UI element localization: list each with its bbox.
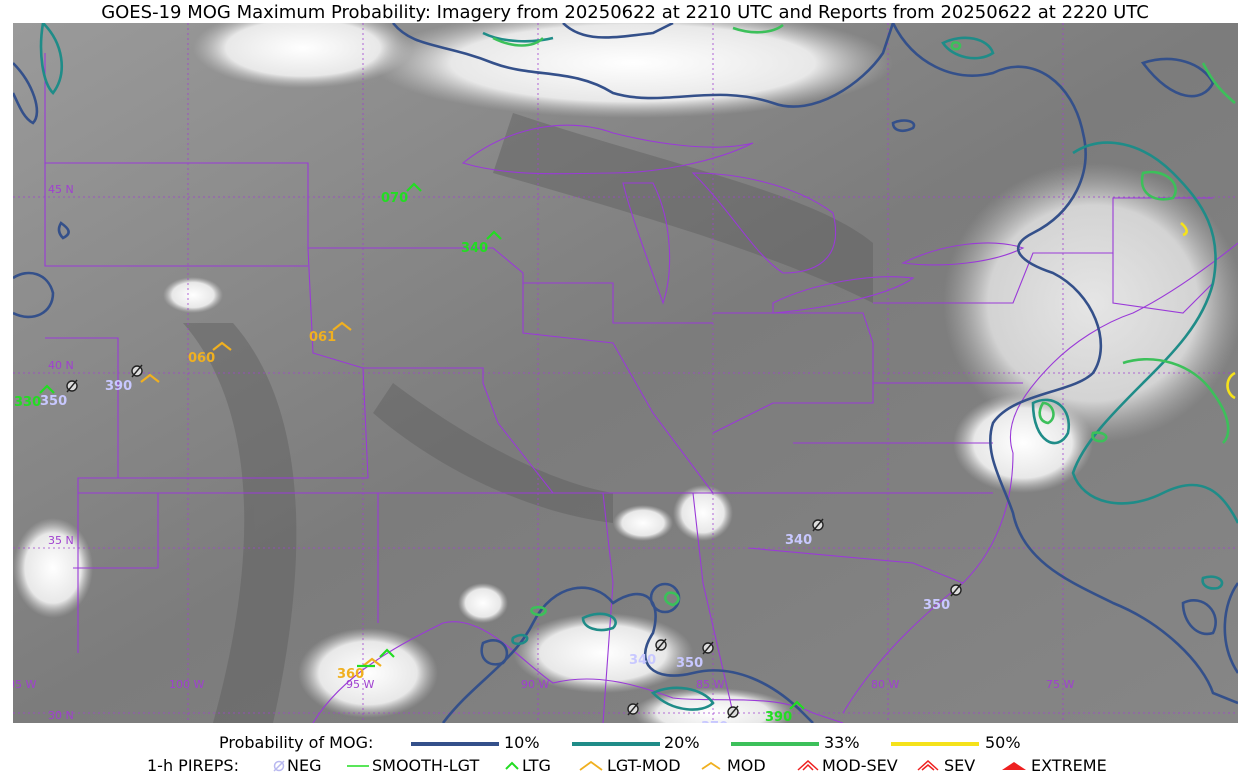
ltg-icon — [789, 700, 805, 710]
pirep-label: 070 — [381, 191, 409, 206]
mod-icon — [212, 341, 232, 351]
mod-icon — [701, 761, 721, 770]
clouds — [13, 23, 1238, 723]
lon-label: 80 W — [871, 678, 900, 691]
pirep-label: 060 — [188, 351, 216, 366]
mod-icon — [362, 657, 382, 667]
legend-lgt-mod: LGT-MOD — [607, 756, 681, 775]
legend-line-50 — [891, 742, 979, 746]
lgt-mod-icon — [579, 760, 603, 771]
lat-label: 45 N — [48, 183, 74, 196]
pirep-label: 330 — [14, 395, 42, 410]
graticule — [13, 23, 1238, 723]
lon-label: 100 W — [169, 678, 205, 691]
mog-50pct-contours — [1180, 222, 1236, 400]
legend-ltg: LTG — [522, 756, 551, 775]
state-boundaries — [44, 53, 1238, 723]
sev-icon — [917, 759, 939, 771]
pirep-label: 390 — [105, 379, 133, 394]
map-layers — [13, 23, 1238, 723]
lon-label: 95 W — [346, 678, 375, 691]
pirep-label: 370 — [701, 720, 728, 723]
pirep-legend-icons — [273, 759, 1026, 772]
pirep-label: 340 — [461, 241, 489, 256]
lat-label: 35 N — [48, 534, 74, 547]
lon-label: 85 W — [696, 678, 725, 691]
lat-label: 30 N — [48, 709, 74, 722]
satellite-map: 45 N 40 N 35 N 30 N 105 W 100 W 95 W 90 … — [13, 23, 1238, 723]
neg-icon — [273, 760, 285, 772]
pirep-label: 340 — [785, 533, 813, 548]
legend-label-10: 10% — [504, 733, 540, 752]
ltg-icon — [379, 648, 395, 658]
vapor-bands — [183, 113, 873, 723]
mog-10pct-contours — [13, 23, 1238, 723]
prob-legend-label: Probability of MOG: — [219, 733, 374, 752]
ltg-icon — [39, 384, 55, 394]
mod-sev-icon — [797, 759, 819, 771]
mod-icon — [332, 321, 352, 331]
pirep-label: 390 — [765, 710, 793, 723]
legend-extreme: EXTREME — [1031, 756, 1107, 775]
legend-line-33 — [731, 742, 819, 746]
legend-mod-sev: MOD-SEV — [822, 756, 898, 775]
ltg-icon — [486, 230, 502, 240]
pirep-label: 350 — [40, 394, 68, 409]
legend-neg: NEG — [287, 756, 322, 775]
pirep-legend-label: 1-h PIREPS: — [147, 756, 239, 775]
mog-20pct-contours — [39, 23, 1238, 711]
ltg-icon — [406, 182, 422, 192]
mog-33pct-contours — [492, 23, 1236, 617]
pirep-symbols — [39, 182, 962, 719]
legend-sev: SEV — [944, 756, 976, 775]
pirep-label: 061 — [309, 330, 337, 345]
legend-smooth-lgt: SMOOTH-LGT — [372, 756, 480, 775]
mod-icon — [140, 373, 160, 383]
extreme-icon — [1002, 762, 1026, 770]
pirep-label: 350 — [676, 656, 704, 671]
pirep-label: 360 — [337, 667, 365, 682]
legend-label-50: 50% — [985, 733, 1021, 752]
neg-icon — [66, 364, 962, 719]
ltg-icon — [505, 761, 519, 770]
pirep-label: 350 — [923, 598, 951, 613]
lon-label: 105 W — [13, 678, 37, 691]
pirep-label: 340 — [629, 653, 657, 668]
legend-mod: MOD — [727, 756, 766, 775]
lat-label: 40 N — [48, 359, 74, 372]
lon-label: 90 W — [521, 678, 550, 691]
legend-label-33: 33% — [824, 733, 860, 752]
legend-line-10 — [411, 742, 499, 746]
legend-label-20: 20% — [664, 733, 700, 752]
legend-line-20 — [572, 742, 660, 746]
map-title: GOES-19 MOG Maximum Probability: Imagery… — [101, 2, 1149, 23]
lon-label: 75 W — [1046, 678, 1075, 691]
